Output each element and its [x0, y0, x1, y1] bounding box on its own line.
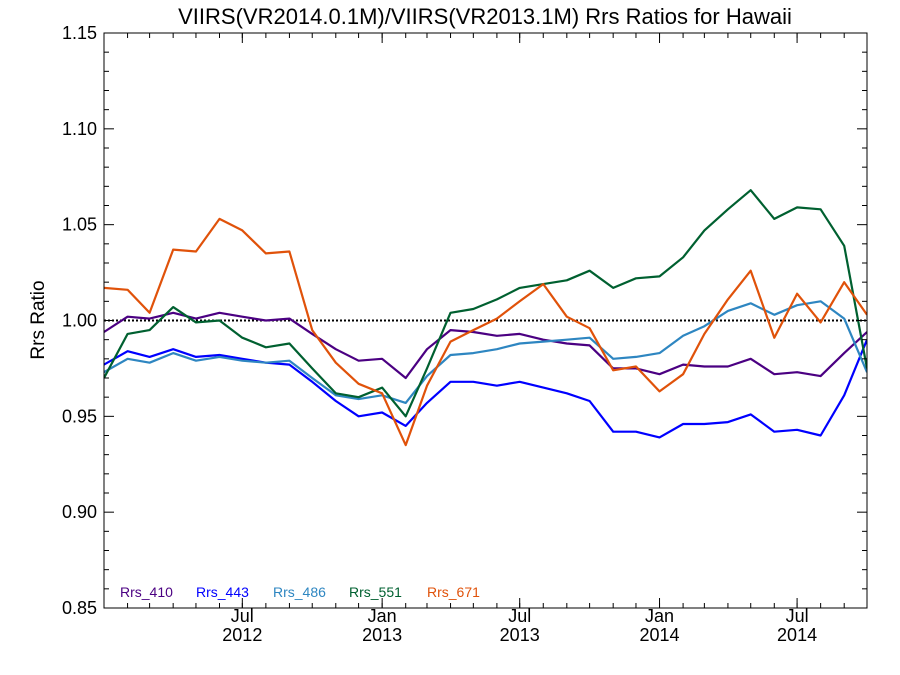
- x-tick-label-year: 2014: [640, 625, 680, 645]
- series-line-rrs-486: [104, 300, 867, 404]
- x-tick-label-month: Jul: [231, 606, 254, 626]
- series-line-rrs-410: [104, 311, 867, 380]
- y-tick-label: 1.15: [62, 23, 97, 43]
- axes-group: 0.850.900.951.001.051.101.15Jul2012Jan20…: [62, 23, 868, 645]
- legend-entry-rrs-671: Rrs_671: [427, 584, 480, 600]
- x-tick-label-year: 2014: [777, 625, 817, 645]
- x-tick-label-year: 2013: [500, 625, 540, 645]
- y-axis-label: Rrs Ratio: [28, 280, 49, 359]
- y-tick-label: 1.00: [62, 311, 97, 331]
- x-tick-label-month: Jan: [645, 606, 674, 626]
- legend-entry-rrs-443: Rrs_443: [196, 584, 249, 600]
- x-tick-label-month: Jul: [508, 606, 531, 626]
- series-line-rrs-443: [104, 339, 867, 439]
- y-tick-label: 0.85: [62, 598, 97, 618]
- series-line-rrs-551: [104, 189, 867, 418]
- y-tick-label: 0.90: [62, 502, 97, 522]
- series-group: [104, 189, 867, 447]
- x-tick-label-year: 2013: [362, 625, 402, 645]
- x-tick-label-year: 2012: [222, 625, 262, 645]
- legend: Rrs_410 Rrs_443 Rrs_486 Rrs_551 Rrs_671: [120, 584, 480, 600]
- y-tick-label: 1.05: [62, 215, 97, 235]
- x-tick-label-month: Jul: [786, 606, 809, 626]
- series-line-rrs-671: [104, 217, 867, 447]
- legend-entry-rrs-486: Rrs_486: [273, 584, 326, 600]
- y-tick-label: 0.95: [62, 406, 97, 426]
- y-tick-label: 1.10: [62, 119, 97, 139]
- legend-entry-rrs-551: Rrs_551: [349, 584, 402, 600]
- legend-entry-rrs-410: Rrs_410: [120, 584, 173, 600]
- chart-title: VIIRS(VR2014.0.1M)/VIIRS(VR2013.1M) Rrs …: [178, 4, 792, 29]
- x-tick-label-month: Jan: [368, 606, 397, 626]
